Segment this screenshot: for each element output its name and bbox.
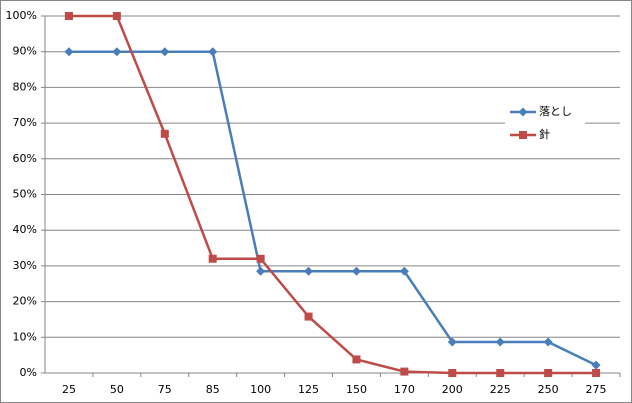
marker [304,312,313,321]
marker [160,129,169,138]
marker [208,47,218,57]
marker [544,369,553,377]
legend-box [505,100,585,148]
marker [592,369,601,377]
marker [64,12,73,20]
x-tick-label: 150 [346,383,367,396]
x-tick-label: 50 [110,383,124,396]
y-tick-label: 100% [6,9,37,22]
x-tick-label: 75 [158,383,172,396]
marker [160,47,170,57]
marker [64,47,74,57]
y-tick-label: 30% [13,259,37,272]
y-tick-label: 80% [13,80,37,93]
marker [519,131,527,139]
x-tick-label: 125 [298,383,319,396]
x-tick-label: 250 [538,383,559,396]
y-tick-label: 20% [13,295,37,308]
marker [112,47,122,57]
series-line [68,50,597,367]
marker [591,360,601,370]
x-tick-label: 100 [250,383,271,396]
series-line [68,14,597,375]
y-tick-label: 90% [13,45,37,58]
x-tick-label: 170 [394,383,415,396]
marker [495,337,505,347]
y-tick-label: 50% [13,188,37,201]
marker [304,266,314,276]
x-tick-label: 200 [442,383,463,396]
y-tick-label: 10% [13,330,37,343]
marker [518,107,528,117]
y-tick-label: 60% [13,152,37,165]
marker [399,266,409,276]
marker [400,367,409,376]
marker [496,369,505,377]
x-tick-label: 225 [490,383,511,396]
marker [352,355,361,364]
marker [448,369,457,377]
x-tick-label: 85 [206,383,220,396]
legend-label: 針 [539,127,550,141]
marker [256,266,266,276]
x-tick-label: 25 [62,383,76,396]
y-tick-label: 0% [20,366,37,379]
x-tick-label: 275 [586,383,607,396]
y-tick-label: 70% [13,116,37,129]
marker [256,254,265,263]
marker [447,337,457,347]
legend-label: 落とし [539,105,572,118]
marker [208,254,217,263]
marker [112,12,121,20]
marker [543,337,553,347]
y-tick-label: 40% [13,223,37,236]
marker [351,266,361,276]
